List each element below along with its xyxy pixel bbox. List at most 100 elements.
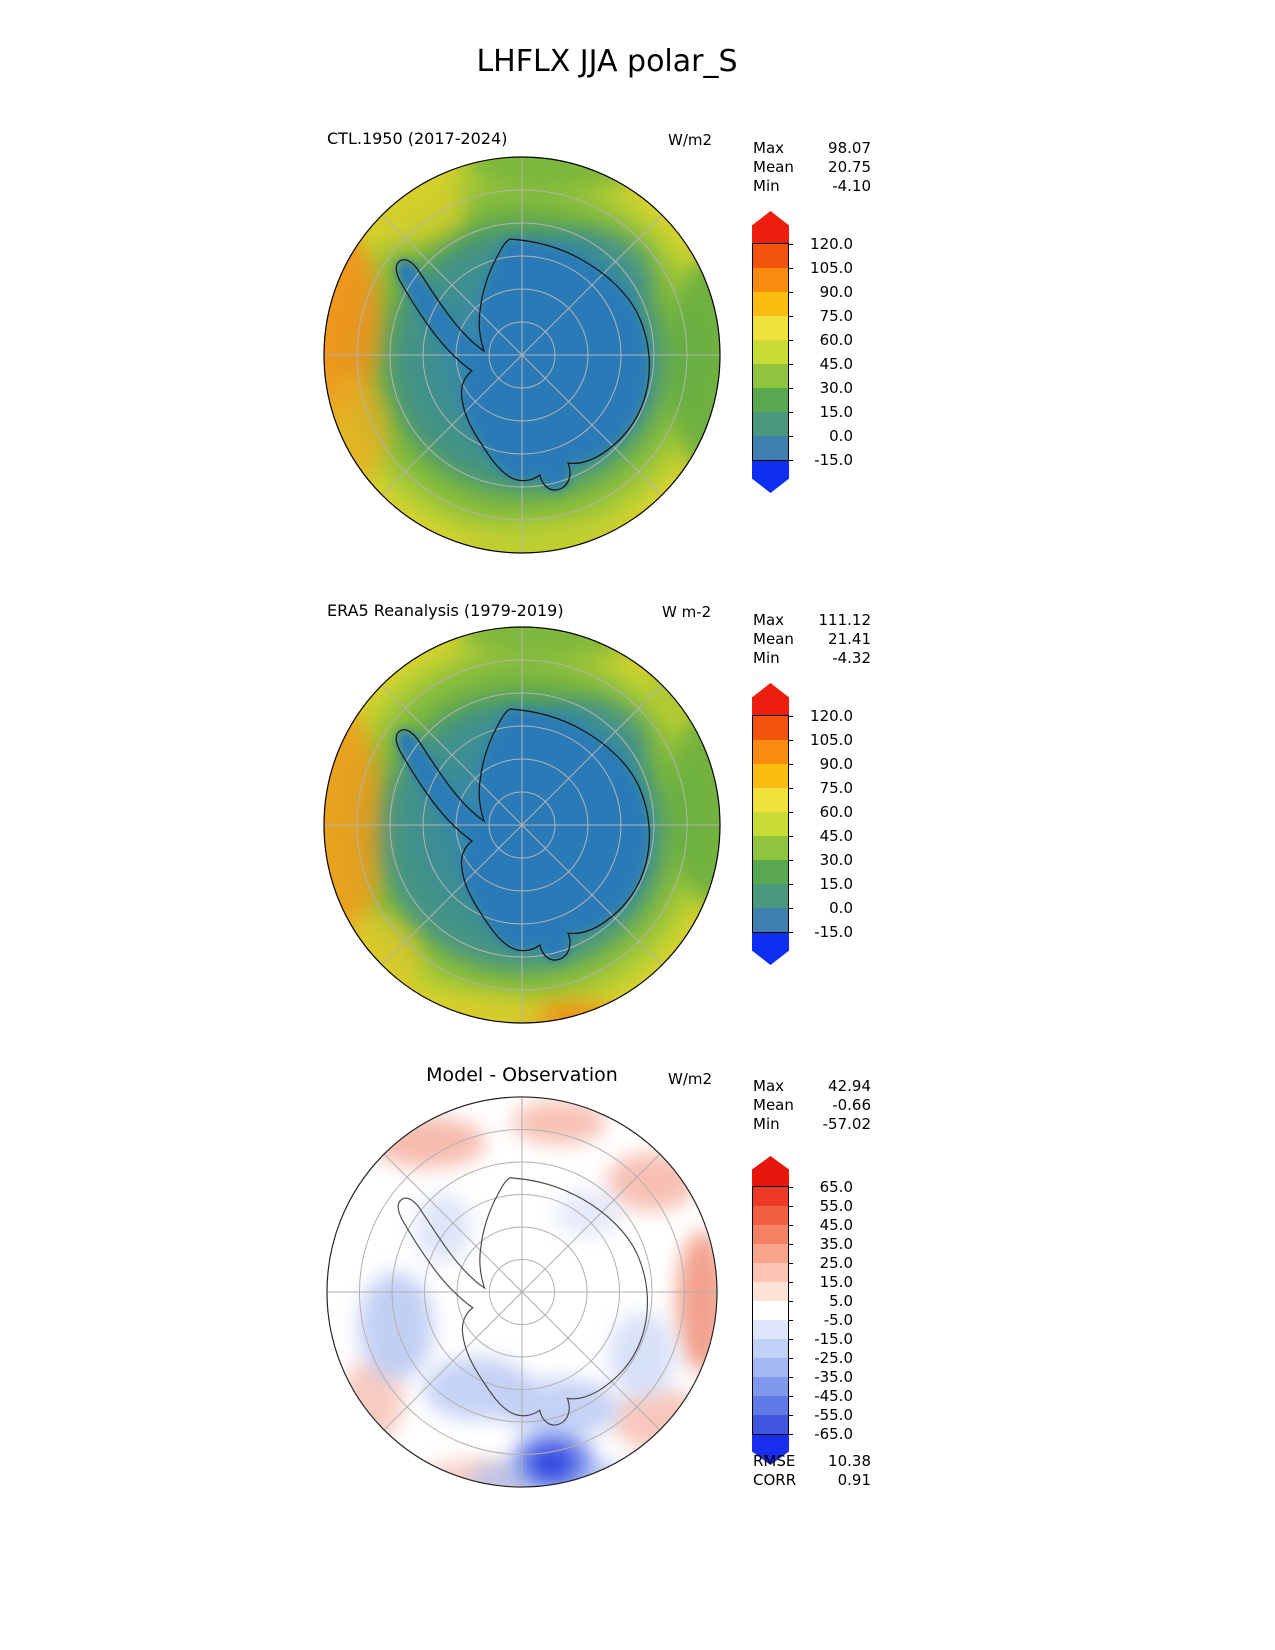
stat-row-min: Min -4.32 xyxy=(753,649,871,668)
tick-label: 25.0 xyxy=(819,1254,853,1272)
coastline xyxy=(395,238,650,491)
map-observation-field xyxy=(324,627,720,1023)
colorbar-tick: 15.0 xyxy=(789,1273,853,1291)
tick-label: 55.0 xyxy=(819,1197,853,1215)
tick-label: 45.0 xyxy=(819,827,853,845)
tick-mark xyxy=(789,1319,793,1321)
colorbar-segments xyxy=(752,243,789,461)
panel2-title: ERA5 Reanalysis (1979-2019) xyxy=(327,601,564,620)
colorbar-segment xyxy=(753,836,788,860)
graticule xyxy=(326,1096,718,1488)
colorbar-segment xyxy=(753,788,788,812)
tick-mark xyxy=(789,859,793,861)
colorbar-tick: -45.0 xyxy=(789,1387,853,1405)
tick-label: 75.0 xyxy=(819,779,853,797)
colorbar-tick: -15.0 xyxy=(789,923,853,941)
tick-mark xyxy=(789,1376,793,1378)
tick-label: 45.0 xyxy=(819,355,853,373)
tick-label: 30.0 xyxy=(819,851,853,869)
stat-mean-value: 20.75 xyxy=(828,158,871,176)
coastline xyxy=(397,1177,649,1426)
panel3-stats: Max 42.94 Mean -0.66 Min -57.02 xyxy=(753,1077,871,1134)
tick-mark xyxy=(789,339,793,341)
colorbar-tick: 25.0 xyxy=(789,1254,853,1272)
corr-label: CORR xyxy=(753,1471,797,1489)
tick-mark xyxy=(789,763,793,765)
colorbar-segments xyxy=(752,1186,789,1435)
tick-mark xyxy=(789,715,793,717)
tick-mark xyxy=(789,1224,793,1226)
tick-label: -15.0 xyxy=(814,1330,853,1348)
stat-mean-value: -0.66 xyxy=(832,1096,871,1114)
tick-mark xyxy=(789,1338,793,1340)
tick-label: -15.0 xyxy=(814,451,853,469)
colorbar-segment xyxy=(753,1301,788,1320)
stat-row-min: Min -57.02 xyxy=(753,1115,871,1134)
stat-max-value: 111.12 xyxy=(818,611,872,629)
tick-label: 0.0 xyxy=(829,899,853,917)
colorbar-segment xyxy=(753,316,788,340)
coastline xyxy=(395,708,650,961)
colorbar-segment xyxy=(753,412,788,436)
colorbar-segment xyxy=(753,1358,788,1377)
colorbar-segment xyxy=(753,908,788,932)
stat-min-value: -57.02 xyxy=(822,1115,871,1133)
rmse-label: RMSE xyxy=(753,1452,796,1470)
colorbar-segment xyxy=(753,1263,788,1282)
metric-row-rmse: RMSE 10.38 xyxy=(753,1452,871,1471)
colorbar-tick: 0.0 xyxy=(789,899,853,917)
colorbar-segment xyxy=(753,1225,788,1244)
colorbar-segment xyxy=(753,268,788,292)
tick-mark xyxy=(789,1281,793,1283)
colorbar-tick: 35.0 xyxy=(789,1235,853,1253)
map-boundary xyxy=(323,156,721,554)
tick-mark xyxy=(789,739,793,741)
colorbar-segments xyxy=(752,715,789,933)
tick-mark xyxy=(789,1357,793,1359)
colorbar-tick: 120.0 xyxy=(789,707,853,725)
colorbar-tick: 105.0 xyxy=(789,731,853,749)
rmse-value: 10.38 xyxy=(828,1452,871,1470)
stat-row-max: Max 42.94 xyxy=(753,1077,871,1096)
colorbar-extend-above xyxy=(752,211,789,243)
panel2-units: W m-2 xyxy=(662,603,712,621)
colorbar-segment xyxy=(753,436,788,460)
tick-label: 65.0 xyxy=(819,1178,853,1196)
metric-row-corr: CORR 0.91 xyxy=(753,1471,871,1490)
colorbar-tick: 30.0 xyxy=(789,851,853,869)
stat-min-value: -4.32 xyxy=(832,649,871,667)
colorbar-tick: 90.0 xyxy=(789,755,853,773)
tick-mark xyxy=(789,907,793,909)
colorbar-segment xyxy=(753,1320,788,1339)
tick-mark xyxy=(789,1262,793,1264)
colorbar-tick: 65.0 xyxy=(789,1178,853,1196)
colorbar-extend-below xyxy=(752,933,789,965)
colorbar-segment xyxy=(753,884,788,908)
colorbar-segment xyxy=(753,388,788,412)
tick-label: 105.0 xyxy=(810,731,853,749)
tick-mark xyxy=(789,1300,793,1302)
tick-mark xyxy=(789,315,793,317)
stat-max-label: Max xyxy=(753,1077,785,1095)
panel3-title: Model - Observation xyxy=(426,1064,618,1086)
colorbar-segment xyxy=(753,1187,788,1206)
colorbar-extend-above xyxy=(752,683,789,715)
colorbar-segment xyxy=(753,716,788,740)
stat-min-label: Min xyxy=(753,649,780,667)
tick-label: -5.0 xyxy=(823,1311,853,1329)
panel3-units: W/m2 xyxy=(668,1070,713,1088)
stat-mean-label: Mean xyxy=(753,158,794,176)
tick-label: 75.0 xyxy=(819,307,853,325)
colorbar-segment xyxy=(753,1206,788,1225)
colorbar-tick: 60.0 xyxy=(789,803,853,821)
graticule xyxy=(324,627,720,1023)
colorbar-segment xyxy=(753,812,788,836)
tick-label: -35.0 xyxy=(814,1368,853,1386)
colorbar-tick: 0.0 xyxy=(789,427,853,445)
tick-mark xyxy=(789,459,793,461)
map-boundary xyxy=(326,1096,718,1488)
colorbar-tick: 15.0 xyxy=(789,403,853,421)
stat-min-label: Min xyxy=(753,1115,780,1133)
map-model xyxy=(323,156,721,554)
tick-label: -55.0 xyxy=(814,1406,853,1424)
